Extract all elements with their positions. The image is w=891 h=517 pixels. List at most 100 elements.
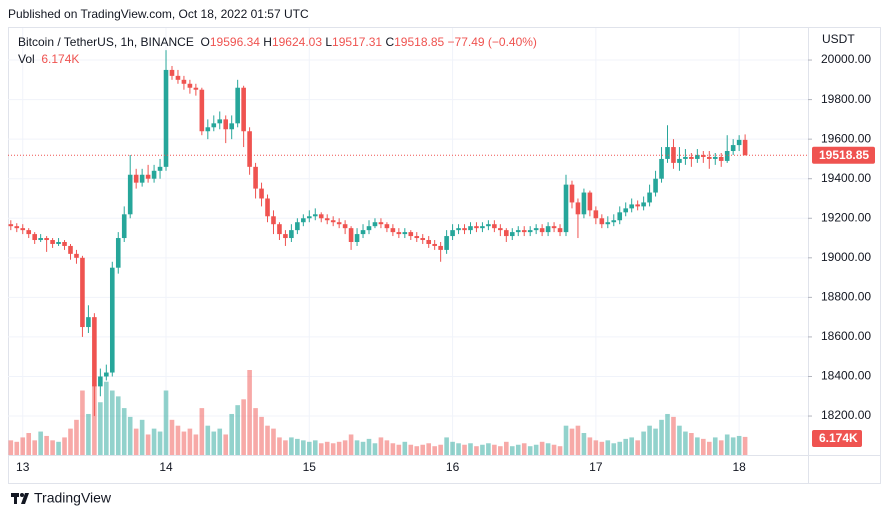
- volume-bar: [611, 443, 617, 455]
- candle-body: [420, 238, 426, 241]
- footer-text: TradingView: [34, 490, 112, 506]
- volume-bar: [551, 444, 557, 455]
- volume-bar: [235, 405, 240, 455]
- candle-body: [145, 174, 151, 179]
- volume-bar: [533, 444, 539, 455]
- candle-body: [68, 245, 73, 254]
- candle-body: [587, 192, 593, 211]
- volume-bar: [456, 443, 461, 455]
- candle-body: [312, 214, 318, 217]
- candle-body: [617, 212, 623, 221]
- symbol: Bitcoin / TetherUS, 1h, BINANCE: [18, 35, 194, 49]
- candle-body: [151, 170, 157, 179]
- candle-body: [402, 232, 408, 235]
- last-price-tag: [812, 146, 875, 164]
- h-value: 19624.03: [271, 35, 323, 49]
- change: −77.49 (−0.40%): [447, 35, 537, 49]
- vol-value: 6.174K: [41, 52, 80, 66]
- vol-label: Vol: [18, 52, 35, 66]
- volume-bar: [468, 443, 473, 455]
- volume-bar: [307, 441, 312, 455]
- volume-bar: [20, 437, 26, 455]
- volume-bar: [587, 437, 593, 455]
- volume-bar: [187, 428, 193, 455]
- x-tick-label: 18: [732, 460, 746, 474]
- volume-bar: [695, 437, 700, 455]
- footer-logo: TradingView: [11, 490, 112, 506]
- volume-bar: [438, 444, 443, 455]
- legend: Bitcoin / TetherUS, 1h, BINANCE O 19596.3…: [18, 35, 537, 49]
- volume-bar: [414, 446, 420, 455]
- volume-bar: [623, 438, 629, 455]
- volume-bar: [205, 425, 211, 455]
- candle-body: [115, 238, 121, 268]
- volume-bar: [330, 443, 336, 455]
- candle-body: [611, 220, 617, 223]
- candle-body: [271, 216, 276, 225]
- volume-bar: [241, 399, 246, 455]
- volume-bar: [74, 419, 79, 455]
- candle-body: [324, 218, 330, 221]
- volume-bar: [575, 425, 581, 455]
- volume-bar: [504, 441, 509, 455]
- volume-bar: [80, 390, 85, 455]
- volume-bar: [127, 416, 133, 455]
- l-label: L: [325, 35, 333, 49]
- candle-body: [121, 214, 127, 239]
- candle-body: [408, 232, 414, 237]
- last-price-label: 19518.85: [819, 148, 869, 162]
- candle-body: [241, 87, 246, 132]
- volume-bar: [50, 440, 55, 455]
- candle-body: [133, 174, 139, 183]
- volume-bar: [98, 402, 103, 455]
- volume-bar: [450, 441, 455, 455]
- volume-bar: [390, 443, 396, 455]
- candle-body: [605, 222, 611, 225]
- candle-body: [462, 228, 467, 231]
- volume-bar: [605, 440, 611, 455]
- volume-tag: [812, 430, 862, 447]
- volume-bar: [557, 446, 563, 455]
- candle-body: [432, 243, 437, 246]
- volume-bar: [474, 446, 479, 455]
- candle-body: [217, 119, 223, 124]
- candle-body: [527, 230, 533, 233]
- candle-body: [193, 87, 199, 90]
- volume-bar: [121, 408, 127, 455]
- volume-bar: [742, 436, 748, 455]
- volume-bar: [581, 433, 587, 455]
- candle-body: [653, 178, 658, 193]
- candle-body: [348, 228, 354, 242]
- candle-body: [259, 188, 264, 199]
- candle-body: [38, 238, 43, 241]
- candle-body: [390, 228, 396, 233]
- volume-bar: [408, 444, 414, 455]
- y-tick-label: 19600.00: [821, 131, 871, 145]
- candle-body: [736, 139, 742, 146]
- candle-body: [712, 156, 718, 159]
- candle-body: [235, 87, 240, 124]
- volume-bar: [659, 419, 664, 455]
- candle-body: [211, 123, 217, 128]
- candle-body: [199, 89, 205, 132]
- candle-body: [480, 226, 485, 229]
- candle-body: [533, 228, 539, 231]
- candle-body: [104, 372, 109, 377]
- c-value: 19518.85: [394, 35, 445, 49]
- candle-body: [557, 228, 563, 233]
- candle-body: [683, 156, 688, 159]
- volume-bar: [181, 431, 187, 455]
- volume-bar: [277, 437, 282, 455]
- volume-bar: [677, 425, 682, 455]
- volume-bar: [718, 440, 724, 455]
- candle-body: [677, 158, 682, 163]
- volume-bar: [283, 440, 288, 455]
- candle-body: [468, 226, 473, 231]
- vol-legend: Vol 6.174K: [18, 52, 79, 66]
- volume-bar: [378, 437, 384, 455]
- candle-body: [336, 222, 342, 225]
- candle-body: [581, 192, 587, 215]
- candle-body: [706, 156, 712, 159]
- y-tick-label: 19200.00: [821, 210, 871, 224]
- candle-body: [139, 174, 145, 183]
